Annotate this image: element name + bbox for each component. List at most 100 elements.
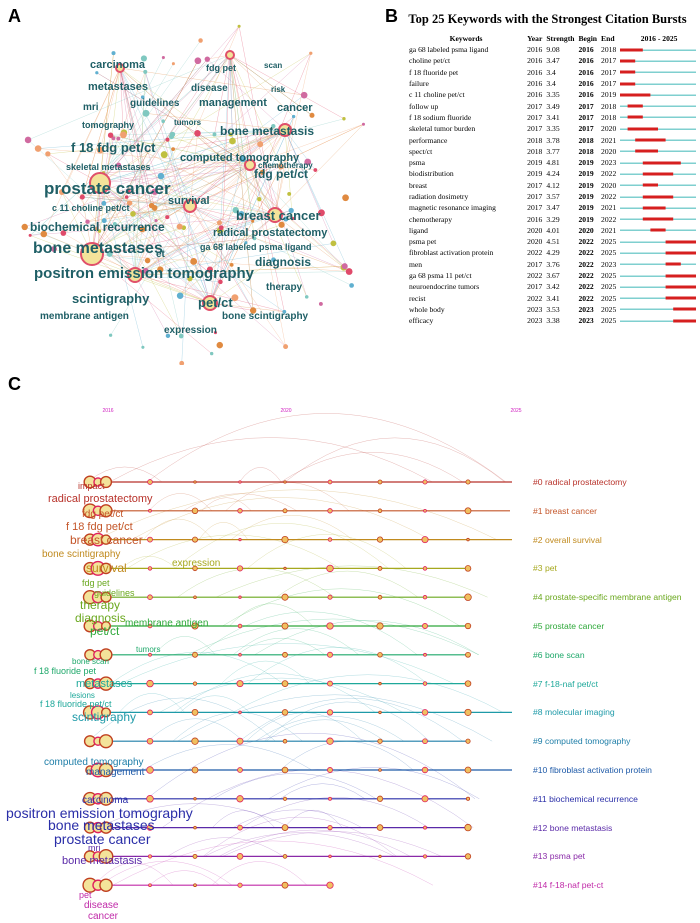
burst-end: 2022 <box>601 192 617 201</box>
timeline-arc <box>254 620 479 656</box>
network-node <box>238 210 245 217</box>
burst-timeline <box>618 89 700 100</box>
timeline-node <box>146 737 154 745</box>
network-edge <box>209 116 294 304</box>
network-edge <box>61 191 191 207</box>
network-edge <box>91 94 305 255</box>
network-edge <box>99 134 173 184</box>
timeline-node <box>100 591 112 603</box>
network-node <box>140 55 147 62</box>
network-edge <box>99 182 144 348</box>
network-edge <box>154 164 251 192</box>
timeline-node <box>378 710 382 715</box>
network-edge <box>99 71 146 184</box>
network-keyword: diagnosis <box>255 255 312 269</box>
network-edge <box>99 53 114 184</box>
burst-row: ga 68 labeled psma ligand 2016 9.08 2016 201… <box>407 44 700 55</box>
burst-keyword: breast <box>409 180 428 190</box>
network-edge <box>134 274 169 336</box>
panel-label-c: C <box>8 374 21 394</box>
burst-timeline <box>618 134 700 145</box>
timeline-node-label: metastases <box>76 678 133 690</box>
network-edge <box>38 129 286 149</box>
burst-timeline <box>618 315 700 326</box>
network-edge <box>284 129 334 244</box>
network-edge <box>160 175 211 304</box>
burst-timeline <box>618 259 700 270</box>
burst-year: 2017 <box>527 101 543 111</box>
burst-begin: 2018 <box>578 146 594 156</box>
timeline-node <box>281 881 289 889</box>
network-keyword: skeletal metastases <box>66 162 151 172</box>
network-edge <box>91 227 184 255</box>
burst-bar <box>627 127 659 131</box>
network-edge <box>167 164 251 218</box>
network-edge <box>179 214 276 296</box>
network-edge <box>219 214 276 224</box>
burst-baseline <box>620 286 697 288</box>
burst-timeline <box>618 304 700 315</box>
network-edge <box>103 172 276 216</box>
network-node <box>288 207 294 214</box>
burst-row: neuroendocrine tumors 2017 3.42 2022 2025 <box>407 281 700 292</box>
network-node <box>213 331 218 335</box>
burst-bar <box>643 195 674 198</box>
network-edge <box>230 134 276 216</box>
timeline-node <box>281 593 289 601</box>
burst-end: 2025 <box>601 316 617 326</box>
burst-end: 2018 <box>601 45 617 55</box>
burst-begin: 2016 <box>578 67 594 77</box>
network-node <box>116 136 121 141</box>
timeline-node <box>377 508 383 514</box>
burst-baseline <box>620 71 697 74</box>
burst-year: 2018 <box>527 146 543 156</box>
burst-year: 2017 <box>527 124 543 134</box>
timeline-node <box>99 878 113 892</box>
network-node <box>24 136 32 144</box>
timeline-arc <box>212 810 275 828</box>
burst-baseline <box>620 60 697 62</box>
network-edge <box>128 190 191 207</box>
timeline-node-label: positron emission tomography <box>6 805 193 821</box>
network-node <box>171 147 176 152</box>
timeline-cluster-label: #11 biochemical recurrence <box>533 793 638 804</box>
network-edge <box>114 223 211 304</box>
timeline-node <box>464 593 472 601</box>
network-edge <box>98 67 121 247</box>
timeline-node <box>282 651 288 658</box>
network-keyword: disease <box>191 83 228 94</box>
network-node <box>345 268 353 275</box>
network-edge <box>189 124 364 207</box>
burst-timeline <box>618 202 700 213</box>
network-edge <box>119 67 350 272</box>
burst-strength: 3.35 <box>546 90 560 100</box>
timeline-node <box>98 848 114 864</box>
network-edge <box>119 67 143 230</box>
burst-keyword: choline pet/ct <box>409 56 451 66</box>
timeline-arc <box>198 611 418 655</box>
timeline-arc <box>218 829 411 857</box>
network-edge <box>189 205 352 286</box>
timeline-arc <box>94 862 174 886</box>
burst-keyword: whole body <box>409 304 445 314</box>
network-edge <box>134 71 146 276</box>
timeline-node <box>328 854 332 859</box>
timeline-node <box>376 795 384 802</box>
network-edge <box>99 182 161 270</box>
network-edge <box>209 230 221 304</box>
timeline-node <box>236 853 244 860</box>
network-edge <box>118 164 276 216</box>
burst-end: 2022 <box>601 169 617 179</box>
network-edge <box>109 129 286 255</box>
network-node <box>218 279 223 285</box>
network-node <box>111 51 116 56</box>
network-edge <box>179 129 286 296</box>
network-edge <box>229 54 233 142</box>
network-node <box>257 196 262 202</box>
network-edge <box>134 71 146 276</box>
burst-table-header: Keywords Year Strength Begin End 2016 - … <box>407 32 700 44</box>
burst-keyword: radiation dosimetry <box>409 192 469 201</box>
network-edge <box>134 274 221 283</box>
burst-strength: 3.57 <box>546 192 560 201</box>
network-hub-node <box>202 295 218 311</box>
